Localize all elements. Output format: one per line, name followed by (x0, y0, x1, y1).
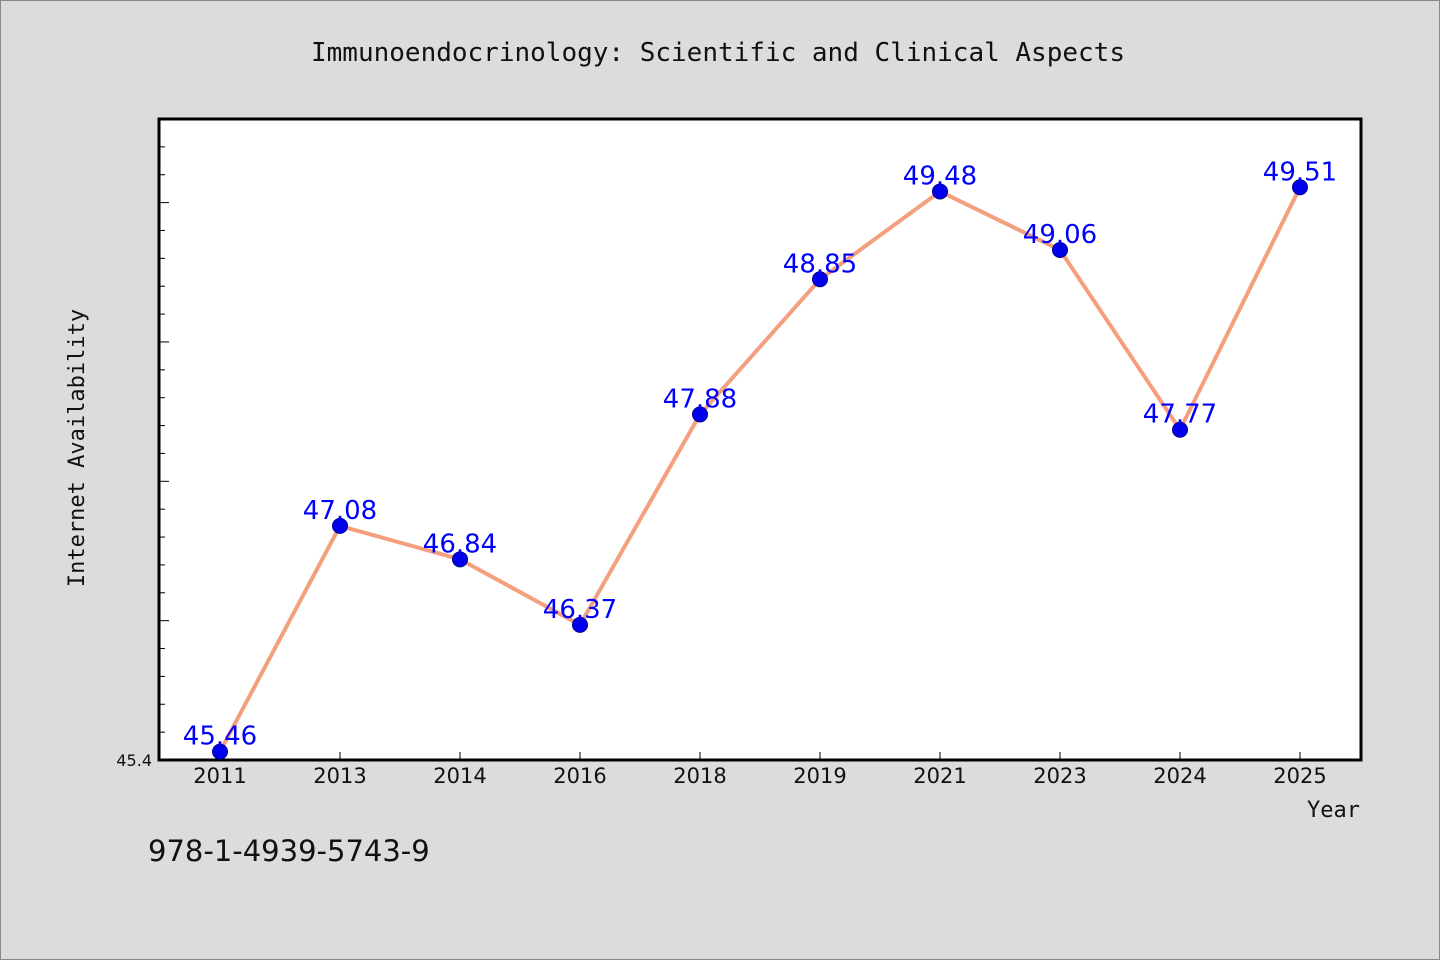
data-point (932, 183, 948, 200)
x-tick-label: 2014 (433, 764, 486, 788)
data-point (692, 406, 708, 423)
chart-title: Immunoendocrinology: Scientific and Clin… (311, 38, 1125, 68)
data-point (1292, 179, 1308, 196)
x-tick-label: 2024 (1153, 764, 1206, 788)
x-tick-label: 2023 (1033, 764, 1086, 788)
y-tick-label: 45.4 (116, 751, 152, 770)
isbn-text: 978-1-4939-5743-9 (148, 834, 430, 868)
series-group (212, 179, 1308, 760)
data-label: 47.88 (663, 384, 737, 414)
data-point (452, 551, 468, 568)
data-label: 45.46 (183, 722, 257, 752)
y-axis-ticks (159, 146, 169, 733)
data-point (1052, 241, 1068, 258)
data-label: 47.08 (303, 496, 377, 526)
data-label: 46.84 (423, 529, 497, 559)
data-label: 46.37 (543, 595, 617, 625)
data-label: 49.48 (903, 161, 977, 191)
series-line (218, 185, 1302, 754)
x-tick-label: 2011 (193, 764, 246, 788)
data-point (812, 271, 828, 288)
data-point (332, 517, 348, 534)
data-label: 47.77 (1143, 400, 1217, 430)
plot-area (157, 117, 1363, 762)
x-tick-label: 2013 (313, 764, 366, 788)
x-tick-label: 2019 (793, 764, 846, 788)
x-tick-label: 2016 (553, 764, 606, 788)
data-point (572, 616, 588, 633)
data-label: 49.06 (1023, 220, 1097, 250)
x-tick-label: 2021 (913, 764, 966, 788)
data-labels-group: 45.46 47.08 46.84 46.37 47.88 48.85 49.48 49.06… (183, 157, 1337, 751)
data-point (1172, 421, 1188, 438)
data-point (212, 743, 228, 760)
x-tick-label: 2025 (1273, 764, 1326, 788)
data-label: 48.85 (783, 249, 857, 279)
x-axis-ticks: 2011 2013 2014 2016 2018 2019 2021 2023 2024 2025 (193, 752, 1327, 788)
data-label: 49.51 (1263, 157, 1337, 187)
x-tick-label: 2018 (673, 764, 726, 788)
y-axis-label: Internet Availability (65, 309, 90, 587)
x-axis-label: Year (1307, 798, 1360, 823)
